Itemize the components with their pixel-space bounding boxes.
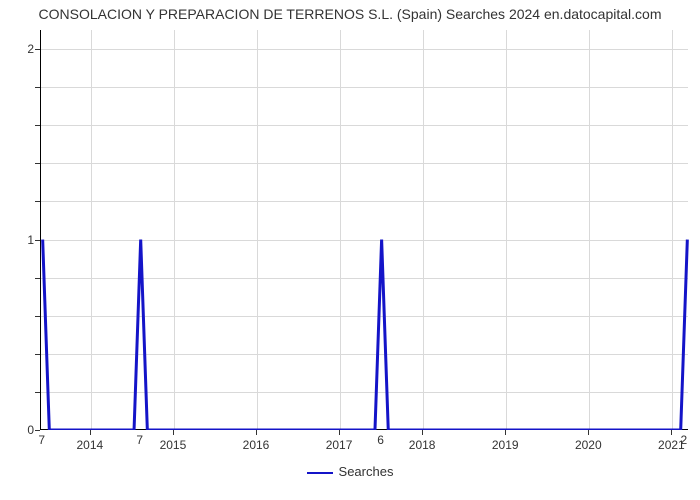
y-tick-label: 2: [6, 42, 34, 56]
y-tick-mark-minor: [35, 354, 40, 355]
x-tick-mark: [671, 430, 672, 435]
x-tick-label: 2017: [326, 438, 353, 452]
point-label: 2: [681, 433, 688, 447]
plot-area: [40, 30, 688, 430]
y-tick-mark: [35, 240, 40, 241]
chart-title: CONSOLACION Y PREPARACION DE TERRENOS S.…: [0, 6, 700, 22]
y-tick-mark: [35, 49, 40, 50]
x-tick-mark: [422, 430, 423, 435]
y-tick-label: 1: [6, 233, 34, 247]
legend: Searches: [0, 464, 700, 479]
legend-label: Searches: [339, 464, 394, 479]
x-tick-mark: [173, 430, 174, 435]
y-tick-mark: [35, 430, 40, 431]
series-line: [41, 30, 689, 430]
y-tick-mark-minor: [35, 163, 40, 164]
x-tick-label: 2020: [575, 438, 602, 452]
x-tick-mark: [505, 430, 506, 435]
x-tick-mark: [256, 430, 257, 435]
x-tick-label: 2018: [409, 438, 436, 452]
x-tick-mark: [588, 430, 589, 435]
chart-container: CONSOLACION Y PREPARACION DE TERRENOS S.…: [0, 0, 700, 500]
y-tick-mark-minor: [35, 392, 40, 393]
point-label: 7: [136, 433, 143, 447]
x-tick-label: 2016: [243, 438, 270, 452]
x-tick-mark: [339, 430, 340, 435]
y-tick-mark-minor: [35, 316, 40, 317]
x-tick-label: 2015: [160, 438, 187, 452]
point-label: 6: [377, 433, 384, 447]
y-tick-mark-minor: [35, 278, 40, 279]
y-tick-label: 0: [6, 423, 34, 437]
x-tick-mark: [90, 430, 91, 435]
y-tick-mark-minor: [35, 125, 40, 126]
legend-swatch: [307, 472, 333, 474]
point-label: 7: [38, 433, 45, 447]
y-tick-mark-minor: [35, 201, 40, 202]
x-tick-label: 2019: [492, 438, 519, 452]
x-tick-label: 2014: [76, 438, 103, 452]
y-tick-mark-minor: [35, 87, 40, 88]
